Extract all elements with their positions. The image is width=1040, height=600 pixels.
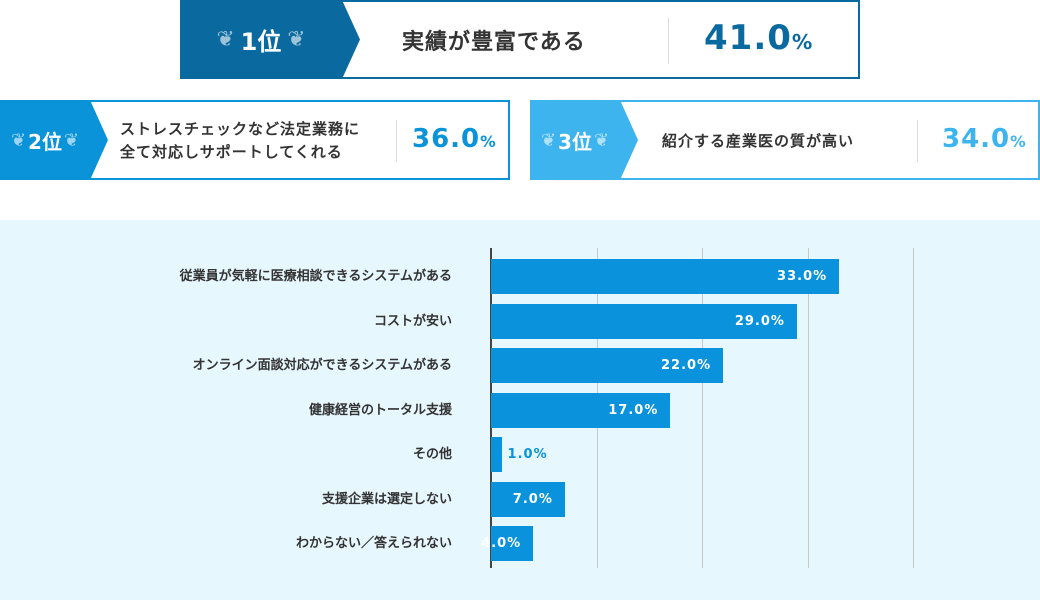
bar-chart: 従業員が気軽に医療相談できるシステムがある 33.0% コストが安い 29.0% オンラ… bbox=[0, 220, 1040, 600]
bar bbox=[491, 348, 724, 383]
category-label: オンライン面談対応ができるシステムがある bbox=[192, 358, 452, 373]
bar bbox=[491, 481, 565, 517]
category-label: 健康経営のトータル支援 bbox=[308, 402, 452, 418]
gridline bbox=[702, 248, 703, 568]
value-label: 4.0% bbox=[481, 536, 522, 551]
laurel-left-icon: ❦ bbox=[216, 27, 235, 52]
gridline bbox=[807, 248, 809, 568]
category-label: その他 bbox=[412, 447, 452, 462]
category-label: コストが安い bbox=[373, 313, 452, 329]
rank-3-percent: 34.0% bbox=[942, 124, 1027, 154]
rank-1-percent: 41.0% bbox=[704, 18, 814, 58]
value-label: 1.0% bbox=[507, 447, 548, 462]
rank-1-reason: 実績が豊富である bbox=[402, 30, 586, 55]
value-label: 33.0% bbox=[777, 269, 828, 284]
rank-1-badge: ❦ 1位 ❦ bbox=[180, 0, 360, 79]
rank-label: 3位 bbox=[558, 129, 592, 154]
value-label: 7.0% bbox=[512, 491, 553, 507]
bar bbox=[491, 303, 797, 339]
bar bbox=[491, 437, 502, 472]
rank-3-badge: ❦ 3位 ❦ bbox=[530, 100, 638, 180]
laurel-right-icon: ❦ bbox=[287, 27, 306, 52]
value-label: 29.0% bbox=[734, 313, 785, 329]
category-label: 支援企業は選定しない bbox=[321, 491, 452, 507]
rank-3-reason: 紹介する産業医の質が高い bbox=[662, 132, 855, 150]
rank-2-percent: 36.0% bbox=[412, 124, 497, 154]
laurel-left-icon: ❦ bbox=[540, 129, 557, 151]
bar bbox=[491, 259, 840, 294]
rank-2-badge: ❦ 2位 ❦ bbox=[0, 100, 108, 180]
bar bbox=[491, 392, 671, 428]
rank-2-reason: ストレスチェックなど法定業務に 全て対応しサポートしてくれる bbox=[120, 120, 361, 161]
laurel-left-icon: ❦ bbox=[10, 129, 27, 151]
category-label: わからない／答えられない bbox=[295, 536, 452, 551]
rank-label: 2位 bbox=[28, 129, 62, 154]
value-label: 22.0% bbox=[661, 358, 712, 373]
rank-3-card: ❦ 3位 ❦ 紹介する産業医の質が高い 34.0% bbox=[530, 100, 1040, 180]
laurel-right-icon: ❦ bbox=[63, 129, 80, 151]
rank-2-card: ❦ 2位 ❦ ストレスチェックなど法定業務に 全て対応しサポートしてくれる 36… bbox=[0, 100, 510, 180]
value-label: 17.0% bbox=[608, 402, 659, 418]
laurel-right-icon: ❦ bbox=[593, 129, 610, 151]
bar bbox=[491, 526, 534, 561]
gridline bbox=[913, 248, 914, 568]
rank-1-card: ❦ 1位 ❦ 実績が豊富である 41.0% bbox=[180, 0, 860, 79]
rank-label: 1位 bbox=[240, 28, 282, 56]
category-label: 従業員が気軽に医療相談できるシステムがある bbox=[179, 269, 452, 284]
